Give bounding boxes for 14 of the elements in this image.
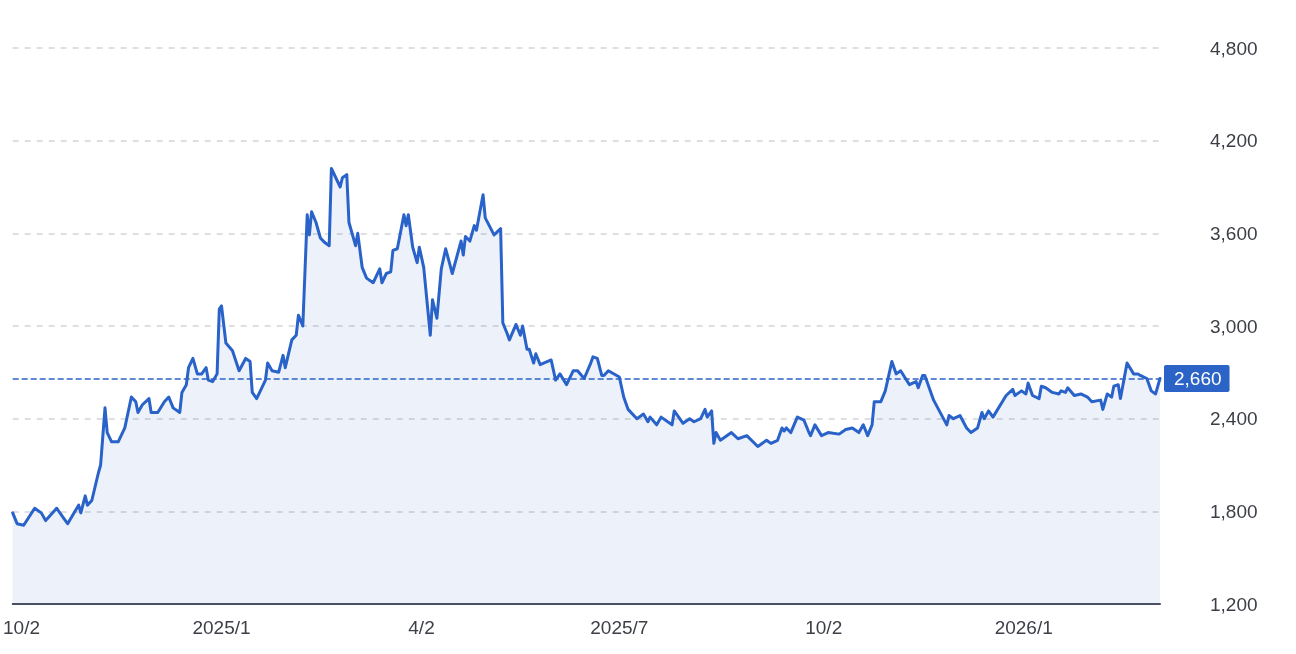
x-tick-label: 10/2 [805,617,843,638]
ref-line-label: 2,660 [1174,368,1222,390]
x-tick-label: 2025/1 [192,617,251,638]
x-tick-label: 4/2 [408,617,435,638]
y-tick-label: 2,400 [1210,408,1258,430]
x-tick-label: 10/2 [3,617,40,638]
y-tick-label: 1,800 [1210,500,1258,522]
y-tick-label: 4,800 [1210,37,1258,59]
y-tick-label: 4,200 [1210,130,1258,152]
x-tick-label: 2025/7 [590,617,649,638]
x-tick-label: 2026/1 [994,617,1053,638]
y-tick-label: 1,200 [1210,593,1258,615]
y-tick-label: 3,000 [1210,315,1258,337]
y-tick-label: 3,600 [1210,222,1258,244]
